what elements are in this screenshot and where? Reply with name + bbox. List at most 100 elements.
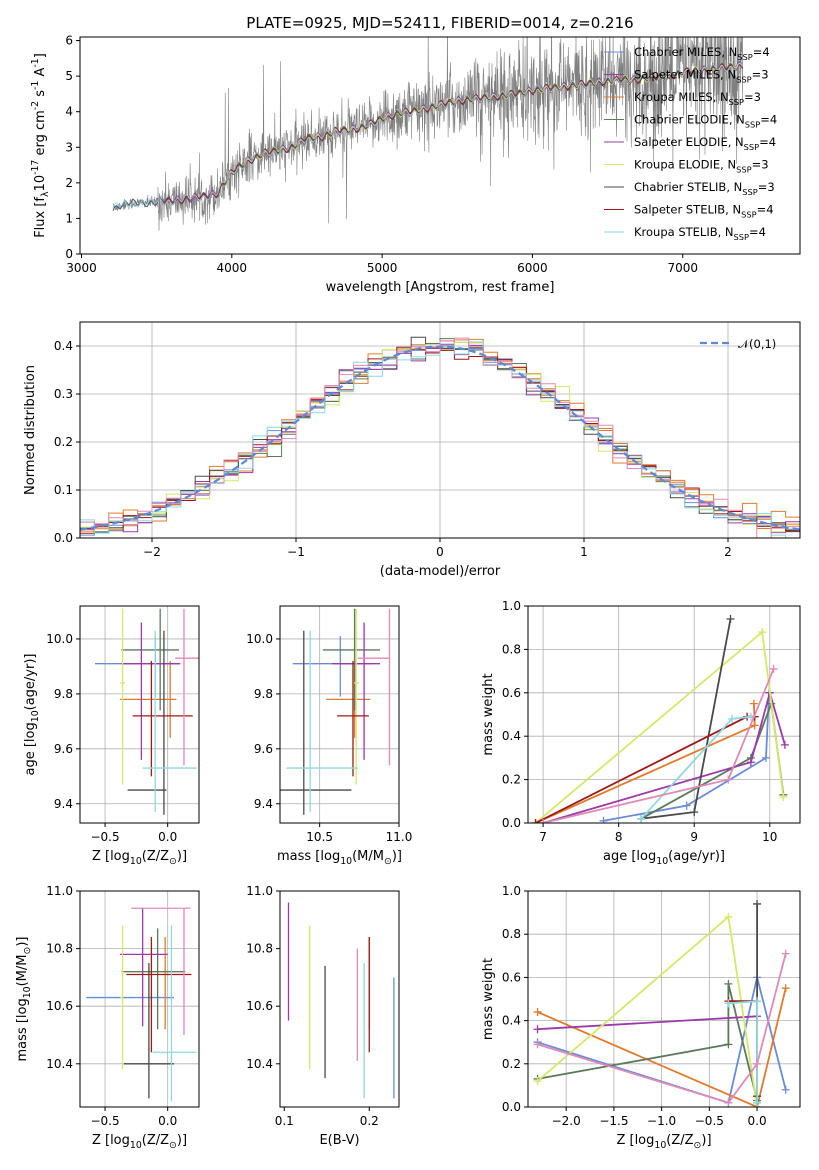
text-run: (age/yr)]: [668, 849, 725, 864]
weight-point-marker: [749, 699, 758, 708]
y-tick-label: 0.6: [502, 970, 521, 984]
y-tick-label: 0: [65, 247, 73, 261]
errorbar-point: [120, 608, 126, 785]
weight-point-marker: [769, 664, 778, 673]
age-vs-mass-panel: 10.5 11.0 9.4 9.6 9.8 10.0 mass [log10​(M/M⊙​)…: [246, 605, 413, 867]
plot-area: [531, 615, 789, 823]
weight-series-line: [542, 689, 786, 823]
y-tick-label: 9.4: [54, 797, 73, 811]
weight-point-marker: [750, 721, 759, 730]
weight-point-marker: [724, 999, 733, 1008]
y-tick-label: 0.2: [54, 435, 73, 449]
weight-point-marker: [724, 1098, 733, 1107]
mass-vs-ebv-panel: 0.1 0.2 10.4 10.6 10.8 11.0 E(B-V): [246, 884, 400, 1148]
text-run: =4: [757, 203, 774, 217]
errorbar-point: [121, 608, 179, 711]
subscript: SSP: [742, 187, 757, 197]
text-run: Z [log: [92, 849, 130, 864]
weight-point-marker: [781, 984, 790, 993]
subscript: ⊙: [22, 947, 33, 955]
y-axis-label: Normed distribution: [23, 365, 38, 495]
text-run: E(B-V): [319, 1133, 359, 1148]
errorbar-point: [352, 608, 360, 785]
x-tick-label: 0.2: [360, 1114, 379, 1128]
text-run: (age/yr)]: [23, 654, 38, 711]
y-tick-label: 0.2: [502, 773, 521, 787]
errorbar-point: [131, 907, 191, 1035]
errorbar-point: [142, 630, 197, 813]
y-tick-label: 3: [65, 140, 73, 154]
subscript: λ: [40, 191, 51, 197]
weight-point-marker: [533, 1077, 542, 1086]
y-tick-label: 0.4: [502, 1014, 521, 1028]
subscript: SSP: [737, 52, 752, 62]
errorbar-point: [152, 925, 197, 1102]
x-tick-label: −1.0: [647, 1114, 676, 1128]
weight-series-line: [537, 1015, 758, 1031]
weight-point-marker: [682, 801, 691, 810]
y-tick-label: 1.0: [502, 599, 521, 613]
weight-series-line: [537, 983, 758, 1101]
subscript: 10: [654, 1140, 666, 1151]
axes-frame: [79, 890, 200, 1108]
subscript: SSP: [729, 97, 744, 107]
y-axis-label: mass [log10​(M/M⊙​)]: [15, 937, 33, 1062]
text-run: age [log: [23, 722, 38, 775]
text-run: )]: [15, 937, 30, 947]
text-run: )]: [392, 849, 402, 864]
weight-point-marker: [762, 753, 770, 762]
y-tick-label: 0.2: [502, 1057, 521, 1071]
text-run: )]: [177, 849, 187, 864]
x-tick-label: 5000: [367, 261, 398, 275]
y-tick-label: 10.0: [46, 632, 73, 646]
x-tick-label: 0: [436, 545, 444, 559]
x-tick-label: 7: [539, 830, 547, 844]
y-tick-label: 6: [65, 34, 73, 48]
subscript: SSP: [736, 75, 751, 85]
x-axis-label: (data-model)/error: [380, 564, 501, 579]
x-tick-label: −0.5: [90, 830, 119, 844]
x-axis-label: E(B-V): [319, 1133, 359, 1148]
text-run: =4: [760, 113, 777, 127]
axes-frame: [79, 605, 200, 824]
legend-entry: 𝒩(0,1): [738, 337, 776, 351]
weight-series-line: [537, 953, 787, 1104]
subscript: 10: [22, 986, 33, 998]
x-tick-label: −0.5: [695, 1114, 724, 1128]
errorbar-point: [292, 636, 373, 697]
x-axis-label: mass [log10​(M/M⊙​)]: [277, 849, 402, 867]
plot-area: [280, 608, 391, 815]
text-run: =3: [752, 158, 769, 172]
legend-entry: Kroupa STELIB, NSSP​=4: [634, 225, 766, 242]
weight-point-marker: [724, 775, 733, 784]
weight-point-marker: [533, 1025, 542, 1034]
legend-entry: Chabrier STELIB, NSSP​=3: [634, 180, 775, 197]
text-run: =3: [744, 90, 761, 104]
x-tick-label: 9: [690, 830, 698, 844]
weight-point-marker: [753, 1059, 762, 1068]
subscript: ⊙: [694, 1140, 702, 1151]
y-tick-label: 10.0: [246, 632, 273, 646]
errorbar-point: [120, 925, 124, 1070]
errorbar-point: [357, 608, 391, 766]
errorbar-point: [175, 608, 199, 766]
weight-point-marker: [758, 628, 767, 637]
x-tick-label: −2: [143, 545, 161, 559]
legend-entry: Chabrier MILES, NSSP​=4: [634, 45, 770, 62]
superscript: -1: [30, 58, 41, 67]
y-tick-label: 0.0: [502, 1100, 521, 1114]
errorbar-point: [337, 660, 369, 777]
y-tick-label: 10.8: [246, 942, 273, 956]
y-tick-label: 0.8: [502, 642, 521, 656]
text-run: erg cm: [33, 110, 48, 159]
subscript: 10: [340, 856, 352, 867]
weight-vs-age-panel: 7 8 9 10 0.0 0.2 0.4 0.6 0.8 1.0 age [log10​(age/y…: [481, 599, 801, 867]
superscript: -17: [30, 160, 41, 175]
y-tick-label: 2: [65, 176, 73, 190]
text-run: Chabrier MILES, N: [634, 45, 737, 59]
x-tick-label: 4000: [217, 261, 248, 275]
x-tick-label: 11.0: [386, 830, 413, 844]
text-run: Kroupa ELODIE, N: [634, 158, 736, 172]
residuals-panel: −2 −1 0 1 2 0.0 0.1 0.2 0.3 0.4 (data-model)/error…: [23, 321, 801, 579]
